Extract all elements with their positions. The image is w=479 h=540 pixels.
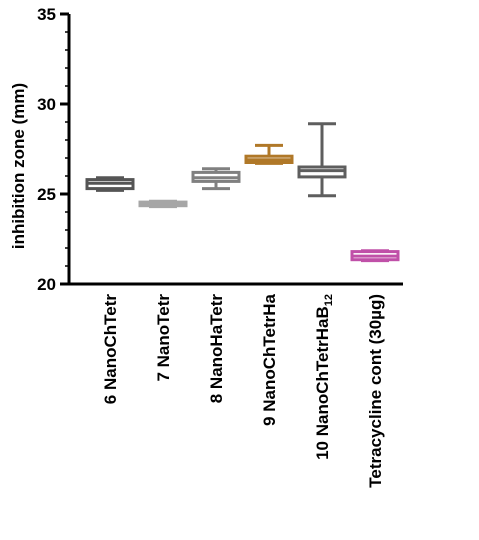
x-tick-label-text: 8 NanoHaTetr [207, 294, 226, 404]
y-tick-label: 20 [37, 275, 56, 294]
x-tick-label-text: Tetracycline cont (30µg) [366, 294, 385, 488]
x-tick-label-text: 9 NanoChTetrHa [260, 293, 279, 425]
x-tick-label-text: 10 NanoChTetrHaB [313, 306, 332, 460]
axes [60, 12, 403, 286]
x-tick-label: 8 NanoHaTetr [207, 294, 226, 404]
x-tick-label: 10 NanoChTetrHaB12 [313, 294, 335, 460]
x-tick-label-subscript: 12 [323, 294, 335, 306]
y-tick-label: 30 [37, 95, 56, 114]
x-tick-label-text: 7 NanoTetr [154, 294, 173, 382]
x-tick-label: 9 NanoChTetrHa [260, 293, 279, 425]
x-tick-label: Tetracycline cont (30µg) [366, 294, 385, 488]
y-axis-label: inhibition zone (mm) [9, 83, 28, 249]
y-tick-label: 25 [37, 185, 56, 204]
boxes [85, 122, 400, 263]
x-tick-label-text: 6 NanoChTetr [101, 294, 120, 405]
labels: 20 25 30 35 inhibition zone (mm) 6 NanoChTetr… [9, 5, 385, 488]
x-tick-label: 7 NanoTetr [154, 294, 173, 382]
x-tick-label: 6 NanoChTetr [101, 294, 120, 405]
y-tick-label: 35 [37, 5, 56, 24]
